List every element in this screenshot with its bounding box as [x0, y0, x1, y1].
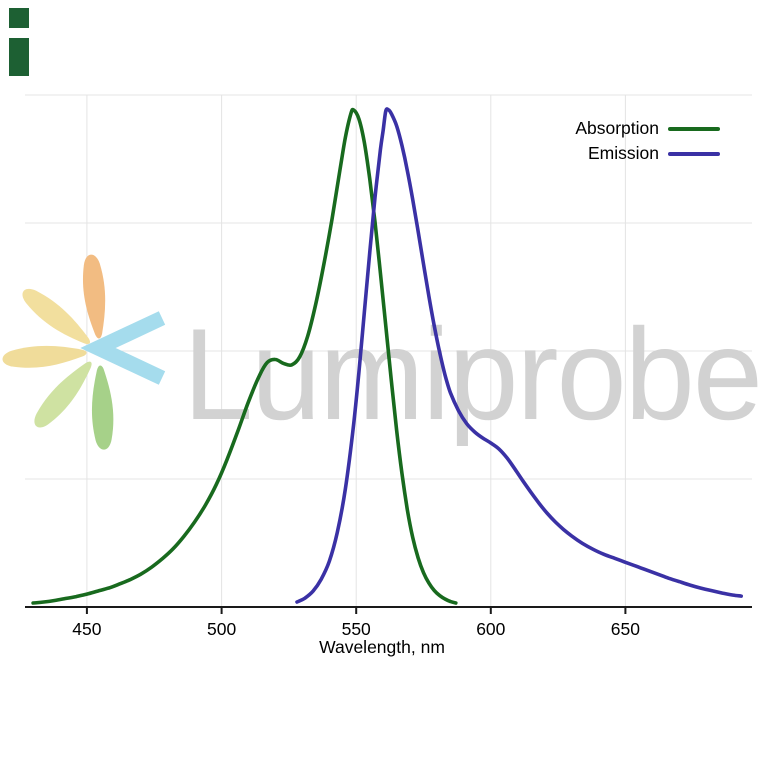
- legend-label-absorption: Absorption: [575, 118, 659, 138]
- logo-ray-orange-icon: [83, 254, 106, 339]
- x-tick-label: 500: [207, 619, 236, 639]
- legend-swatch-emission-line: [668, 151, 720, 156]
- logo-ray-lightgreen-icon: [34, 361, 92, 428]
- logo-ray-green-icon: [91, 365, 114, 450]
- watermark-text: Lumiprobe: [183, 301, 761, 447]
- legend: Absorption Emission: [575, 118, 720, 164]
- legend-swatch-absorption-line: [668, 126, 720, 131]
- legend-item-absorption: Absorption: [575, 118, 720, 138]
- corner-mark: [9, 38, 29, 76]
- grid: [25, 94, 752, 607]
- x-tick-label: 450: [72, 619, 101, 639]
- x-tick-label: 650: [611, 619, 640, 639]
- series-line-emission: [295, 107, 743, 604]
- x-tick-label: 600: [476, 619, 505, 639]
- x-tick-label: 550: [342, 619, 371, 639]
- logo-chevron-icon: [80, 311, 166, 385]
- x-axis-label: Wavelength, nm: [319, 637, 445, 657]
- x-axis: 450 500 550 600 650: [25, 606, 752, 639]
- lumiprobe-watermark: Lumiprobe: [2, 254, 763, 450]
- corner-mark: [9, 8, 29, 28]
- logo-ray-yellow2-icon: [2, 345, 87, 368]
- lumiprobe-logo-icon: [2, 254, 114, 450]
- legend-item-emission: Emission: [588, 143, 720, 164]
- series-line-absorption: [31, 107, 458, 605]
- series-curves: [31, 107, 743, 605]
- legend-label-emission: Emission: [588, 143, 659, 164]
- logo-ray-yellow-icon: [22, 288, 91, 345]
